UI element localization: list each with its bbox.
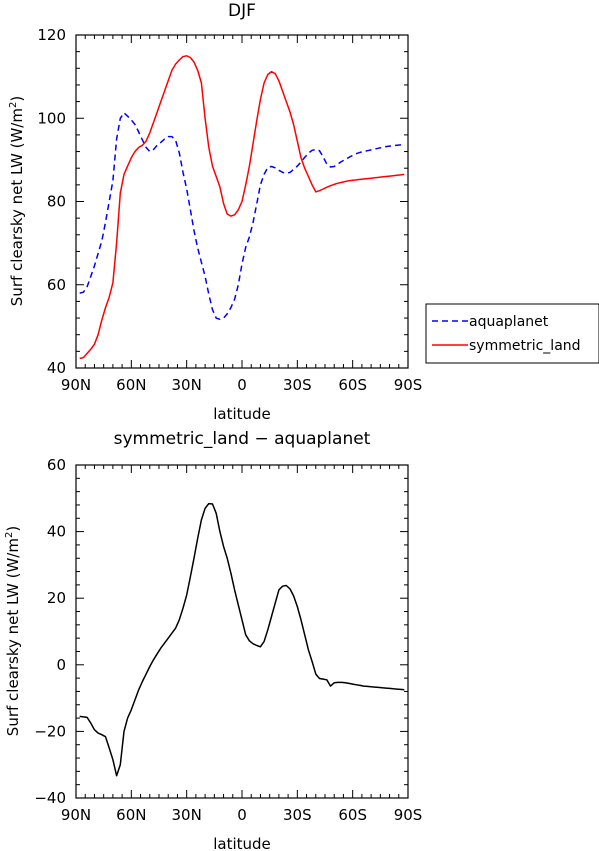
top-x-axis-title: latitude — [213, 405, 271, 423]
top-y-tick-label: 60 — [47, 276, 66, 294]
bottom-panel: symmetric_land − aquaplanet 90N 60N 30N 0 30… — [4, 429, 422, 851]
bottom-x-tick-label: 60N — [116, 806, 146, 824]
top-x-tick-label: 60S — [338, 376, 367, 394]
top-x-tick-label: 60N — [116, 376, 146, 394]
bottom-y-tick-label: 0 — [56, 656, 66, 674]
bottom-y-tick-label: −40 — [34, 789, 66, 807]
bottom-y-tick-label: 60 — [47, 456, 66, 474]
top-series-line-aquaplanet — [79, 112, 405, 321]
bottom-y-axis-title: Surf clearsky net LW (W/m2) — [4, 526, 22, 736]
bottom-plot-area: 90N 60N 30N 0 30S 60S 90S −40 −20 0 20 40 60 — [34, 456, 422, 824]
top-plot-frame — [75, 34, 409, 369]
bottom-y-tick-label: 20 — [47, 589, 66, 607]
top-x-tick-label: 30N — [172, 376, 202, 394]
legend-symmetric-land-label: symmetric_land — [469, 338, 581, 354]
top-y-tick-label: 40 — [47, 359, 66, 377]
top-y-tick-label: 80 — [47, 193, 66, 211]
bottom-y-tick-label: 40 — [47, 523, 66, 541]
top-x-tick-label: 90N — [61, 376, 91, 394]
top-x-tick-label: 90S — [394, 376, 423, 394]
bottom-plot-frame — [75, 464, 409, 799]
top-series-line-symmetric-land — [79, 55, 405, 360]
legend-box — [425, 303, 599, 364]
bottom-x-axis-title: latitude — [213, 835, 271, 851]
top-x-tick-label: 0 — [237, 376, 247, 394]
top-plot-area: 90N 60N 30N 0 30S 60S 90S 40 60 80 100 120 — [37, 26, 422, 394]
bottom-x-tick-label: 30N — [172, 806, 202, 824]
bottom-chart-title: symmetric_land − aquaplanet — [114, 429, 371, 449]
legend-aquaplanet-label: aquaplanet — [469, 314, 549, 330]
bottom-series-line-difference — [79, 502, 405, 777]
top-y-tick-label: 120 — [37, 26, 66, 44]
bottom-y-tick-label: −20 — [34, 722, 66, 740]
top-x-tick-label: 30S — [283, 376, 312, 394]
legend: aquaplanet symmetric_land — [425, 303, 599, 364]
bottom-x-tick-label: 90S — [394, 806, 423, 824]
top-panel: DJF 90N 60N 30N 0 30S 60S 90S 40 60 80 100 120 lati… — [8, 1, 599, 423]
top-y-axis-title: Surf clearsky net LW (W/m2) — [8, 96, 26, 306]
bottom-x-tick-label: 0 — [237, 806, 247, 824]
bottom-x-tick-label: 30S — [283, 806, 312, 824]
bottom-x-tick-label: 90N — [61, 806, 91, 824]
bottom-x-tick-label: 60S — [338, 806, 367, 824]
top-y-tick-label: 100 — [37, 109, 66, 127]
top-chart-title: DJF — [228, 1, 256, 21]
